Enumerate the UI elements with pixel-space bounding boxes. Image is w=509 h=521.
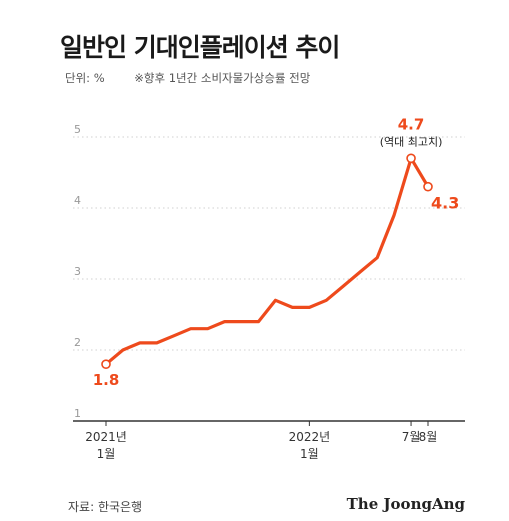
y-tick-label-2: 2 (74, 336, 81, 349)
chart-title: 일반인 기대인플레이션 추이 (60, 33, 340, 62)
x-tick-sublabel-0: 1월 (97, 447, 116, 461)
unit-label: 단위: % (65, 71, 105, 85)
x-tick-label-1: 2022년 (289, 430, 331, 444)
series-line (104, 156, 430, 366)
grid (73, 136, 465, 351)
data-label-2022-07: 4.7 (398, 115, 425, 133)
series-lines (104, 156, 430, 366)
data-point-2022-08 (423, 181, 433, 192)
source-label: 자료: 한국은행 (68, 500, 143, 514)
y-tick-label-3: 3 (74, 265, 81, 278)
x-tick-label-0: 2021년 (85, 430, 127, 444)
y-tick-label-1: 1 (74, 407, 81, 420)
data-label-2021-01: 1.8 (93, 371, 120, 389)
record-high-label: (역대 최고치) (380, 135, 443, 148)
x-tick-label-3: 8월 (419, 430, 438, 444)
y-axis-ticks: 1 2 3 4 5 (74, 123, 81, 420)
data-point-2021-01 (101, 359, 111, 370)
x-tick-label-2: 7월 (402, 430, 421, 444)
data-point-2022-07 (406, 153, 416, 164)
data-points (101, 153, 433, 370)
x-tick-sublabel-1: 1월 (300, 447, 319, 461)
y-tick-label-4: 4 (74, 194, 81, 207)
y-tick-label-5: 5 (74, 123, 81, 136)
brand-logo: The JoongAng (346, 495, 465, 513)
data-label-2022-08: 4.3 (431, 194, 459, 213)
chart-meta: 단위: % ※향후 1년간 소비자물가상승률 전망 (65, 70, 310, 86)
note-label: ※향후 1년간 소비자물가상승률 전망 (134, 71, 311, 85)
annotations: 1.8 4.7 (역대 최고치) 4.3 (93, 115, 460, 389)
